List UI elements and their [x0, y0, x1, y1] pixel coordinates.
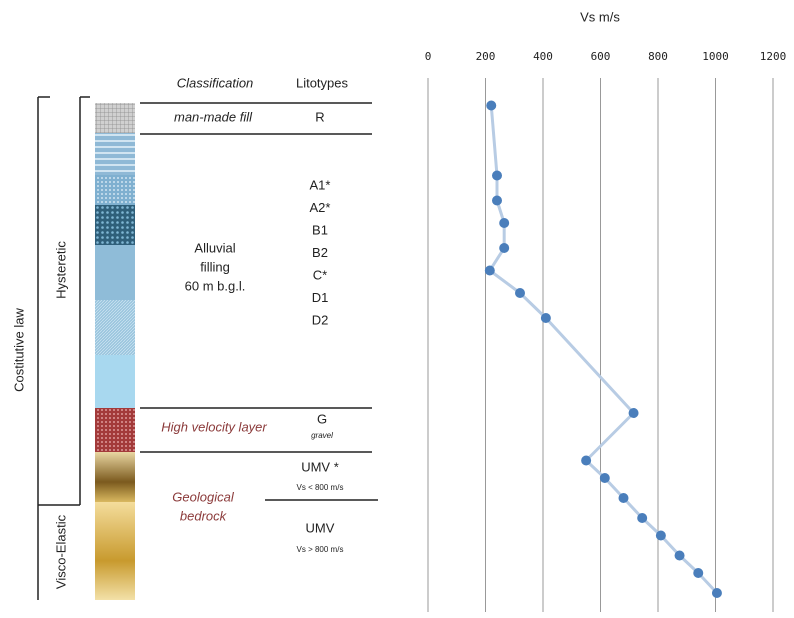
x-tick-label: 200: [476, 50, 496, 63]
data-point: [515, 288, 525, 298]
x-tick-label: 0: [425, 50, 432, 63]
data-point: [484, 265, 495, 276]
data-point: [540, 313, 551, 323]
layer-c: [95, 245, 135, 300]
litotype: D2: [312, 312, 329, 327]
layer-d2: [95, 355, 135, 408]
data-point: [693, 568, 704, 578]
litotype: B1: [312, 222, 328, 237]
data-point: [486, 100, 497, 111]
note: Vs < 800 m/s: [297, 483, 344, 492]
litotype: UMV *: [301, 459, 339, 474]
layer-umv-lower: [95, 502, 135, 600]
chart: 0 200 400 600 800 1000 1200: [425, 50, 787, 612]
class-label: Alluvial: [194, 240, 235, 255]
litotype: UMV: [306, 520, 335, 535]
header: Classification: [177, 75, 254, 90]
data-point: [711, 588, 722, 598]
litotype: B2: [312, 245, 328, 260]
litotype: C*: [313, 267, 327, 282]
x-tick-label: 1200: [760, 50, 787, 63]
x-tick-label: 800: [648, 50, 668, 63]
data-point: [655, 530, 666, 541]
data-point: [492, 170, 502, 181]
data-point: [599, 473, 610, 483]
litotypes: A1* A2* B1 B2 C* D1 D2: [310, 177, 331, 327]
class-label: High velocity layer: [161, 419, 267, 434]
layer-umv-upper: [95, 452, 135, 502]
layer-b: [95, 205, 135, 245]
layer-a2: [95, 175, 135, 205]
litotype: D1: [312, 290, 329, 305]
layer-g: [95, 408, 135, 452]
class-label: man-made fill: [174, 109, 253, 124]
class-label: filling: [200, 259, 230, 274]
brackets: [37, 96, 378, 600]
series-line: [488, 105, 719, 595]
label: Hysteretic: [53, 241, 68, 299]
class-label: Geological: [172, 489, 235, 504]
x-tick-label: 400: [533, 50, 553, 63]
litotype: G: [317, 411, 327, 426]
axis-title: Vs m/s: [580, 9, 620, 24]
layer-a1: [95, 133, 135, 175]
class-label: 60 m b.g.l.: [185, 278, 246, 293]
x-tick-label: 1000: [702, 50, 729, 63]
header: Litotypes: [296, 75, 349, 90]
x-tick-label: 600: [591, 50, 611, 63]
soil-column: [95, 103, 135, 600]
label: Visco-Elastic: [53, 514, 68, 589]
data-point: [618, 493, 629, 503]
note: Vs > 800 m/s: [297, 545, 344, 554]
litotype: A2*: [310, 200, 331, 215]
data-point: [499, 218, 510, 228]
data-point: [674, 550, 685, 561]
litotype: R: [315, 109, 324, 124]
data-point: [637, 513, 648, 523]
note: gravel: [311, 431, 333, 440]
label: Costitutive law: [11, 307, 26, 391]
data-point: [581, 455, 592, 466]
data-point: [628, 408, 639, 418]
data-point: [492, 195, 502, 206]
data-point: [499, 243, 510, 253]
litotype: A1*: [310, 177, 331, 192]
class-label: bedrock: [180, 508, 228, 523]
layer-d1: [95, 300, 135, 355]
layer-fill: [95, 103, 135, 133]
